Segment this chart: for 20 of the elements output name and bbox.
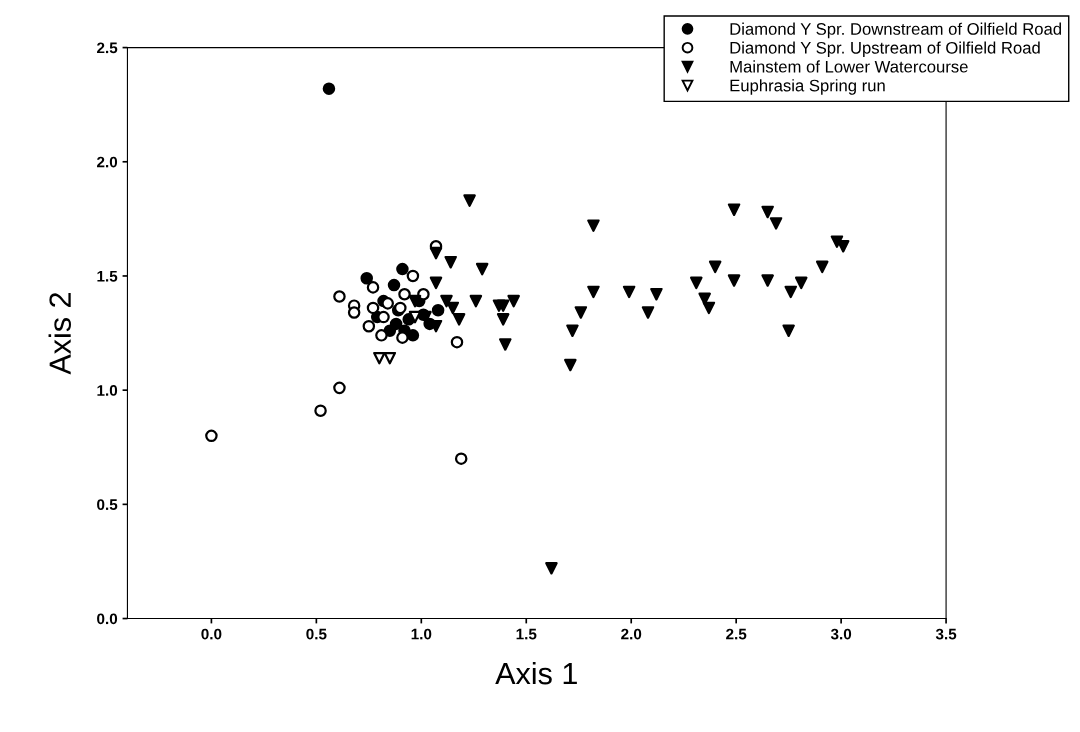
x-tick-label: 2.5 (726, 628, 747, 640)
legend-label: Mainstem of Lower Watercourse (730, 60, 968, 73)
legend-label: Diamond Y Spr. Downstream of Oilfield Road (730, 22, 1062, 39)
x-axis-title: Axis 1 (495, 661, 577, 685)
y-tick-label: 0.5 (97, 499, 118, 511)
x-tick-label: 0.5 (306, 628, 327, 640)
y-axis-title: Axis 2 (48, 292, 71, 375)
x-tick-label: 3.5 (935, 628, 957, 640)
x-tick-label: 3.0 (830, 628, 852, 640)
y-tick-label: 2.5 (97, 42, 118, 54)
y-tick-label: 1.5 (97, 270, 118, 282)
y-tick-label: 0.0 (97, 613, 118, 625)
y-tick-label: 1.0 (97, 385, 118, 396)
x-tick-label: 1.5 (516, 628, 537, 640)
x-tick-label: 0.0 (201, 628, 222, 640)
x-tick-label: 1.0 (411, 628, 432, 640)
legend-label: Diamond Y Spr. Upstream of Oilfield Road (730, 41, 1040, 58)
legend-label: Euphrasia Spring run (730, 79, 885, 95)
y-tick-label: 2.0 (97, 156, 118, 168)
x-tick-label: 2.0 (621, 628, 642, 640)
